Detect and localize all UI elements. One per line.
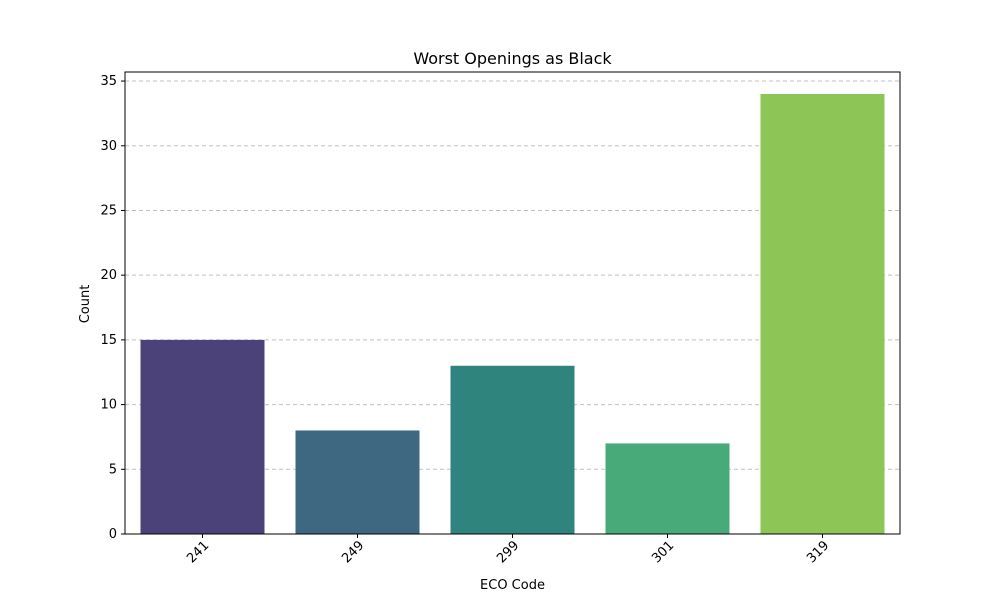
x-tick-label: 299	[494, 538, 522, 566]
y-tick-label: 10	[100, 398, 117, 413]
y-tick-label: 15	[100, 333, 117, 348]
y-tick-label: 20	[100, 268, 117, 283]
chart-title: Worst Openings as Black	[413, 49, 612, 68]
bar-299	[450, 365, 575, 534]
y-tick-label: 5	[109, 462, 117, 477]
y-axis-ticks: 0 5 10 15 20 25 30 35	[100, 74, 125, 542]
bar-301	[605, 443, 730, 534]
bar-319	[760, 94, 885, 534]
bar-241	[140, 339, 265, 534]
y-tick-label: 30	[100, 139, 117, 154]
y-tick-label: 35	[100, 74, 117, 89]
x-tick-label: 241	[184, 538, 212, 566]
x-axis-label: ECO Code	[480, 578, 545, 593]
y-tick-label: 0	[109, 527, 117, 542]
x-tick-label: 319	[804, 538, 832, 566]
bar-249	[295, 430, 420, 534]
bars	[140, 94, 885, 534]
y-axis-label: Count	[78, 285, 93, 324]
x-tick-label: 249	[339, 538, 367, 566]
x-tick-label: 301	[649, 538, 677, 566]
x-axis-ticks: 241 249 299 301 319	[184, 534, 832, 566]
y-tick-label: 25	[100, 203, 117, 218]
